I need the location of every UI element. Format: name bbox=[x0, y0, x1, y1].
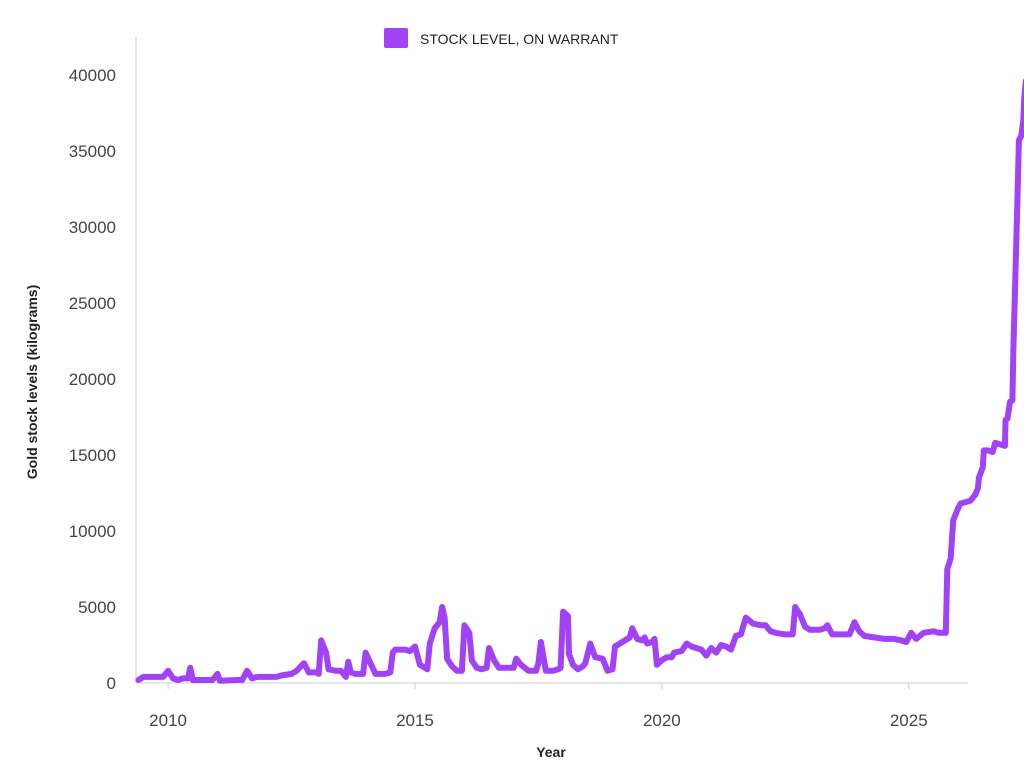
y-tick-label: 10000 bbox=[69, 522, 116, 541]
y-tick-label: 0 bbox=[107, 674, 116, 693]
legend-swatch bbox=[384, 28, 408, 48]
x-tick-label: 2010 bbox=[149, 711, 187, 730]
y-axis-title: Gold stock levels (kilograms) bbox=[24, 285, 40, 480]
x-tick-label: 2025 bbox=[890, 711, 928, 730]
x-tick-label: 2015 bbox=[396, 711, 434, 730]
y-tick-label: 5000 bbox=[78, 598, 116, 617]
y-tick-label: 15000 bbox=[69, 446, 116, 465]
legend[interactable]: STOCK LEVEL, ON WARRANT bbox=[384, 28, 619, 48]
y-tick-label: 20000 bbox=[69, 370, 116, 389]
y-tick-label: 30000 bbox=[69, 218, 116, 237]
series-line-stock-level-on-warrant bbox=[135, 78, 1024, 684]
legend-label: STOCK LEVEL, ON WARRANT bbox=[420, 31, 619, 47]
y-tick-label: 35000 bbox=[69, 142, 116, 161]
x-tick-label: 2020 bbox=[643, 711, 681, 730]
y-tick-label: 25000 bbox=[69, 294, 116, 313]
y-tick-label: 40000 bbox=[69, 66, 116, 85]
x-axis-title: Year bbox=[536, 744, 566, 760]
y-axis-ticks: 0 5000 10000 15000 20000 25000 30000 35000 40000 bbox=[69, 66, 116, 693]
x-axis-ticks: 2010 2015 2020 2025 bbox=[149, 683, 928, 730]
